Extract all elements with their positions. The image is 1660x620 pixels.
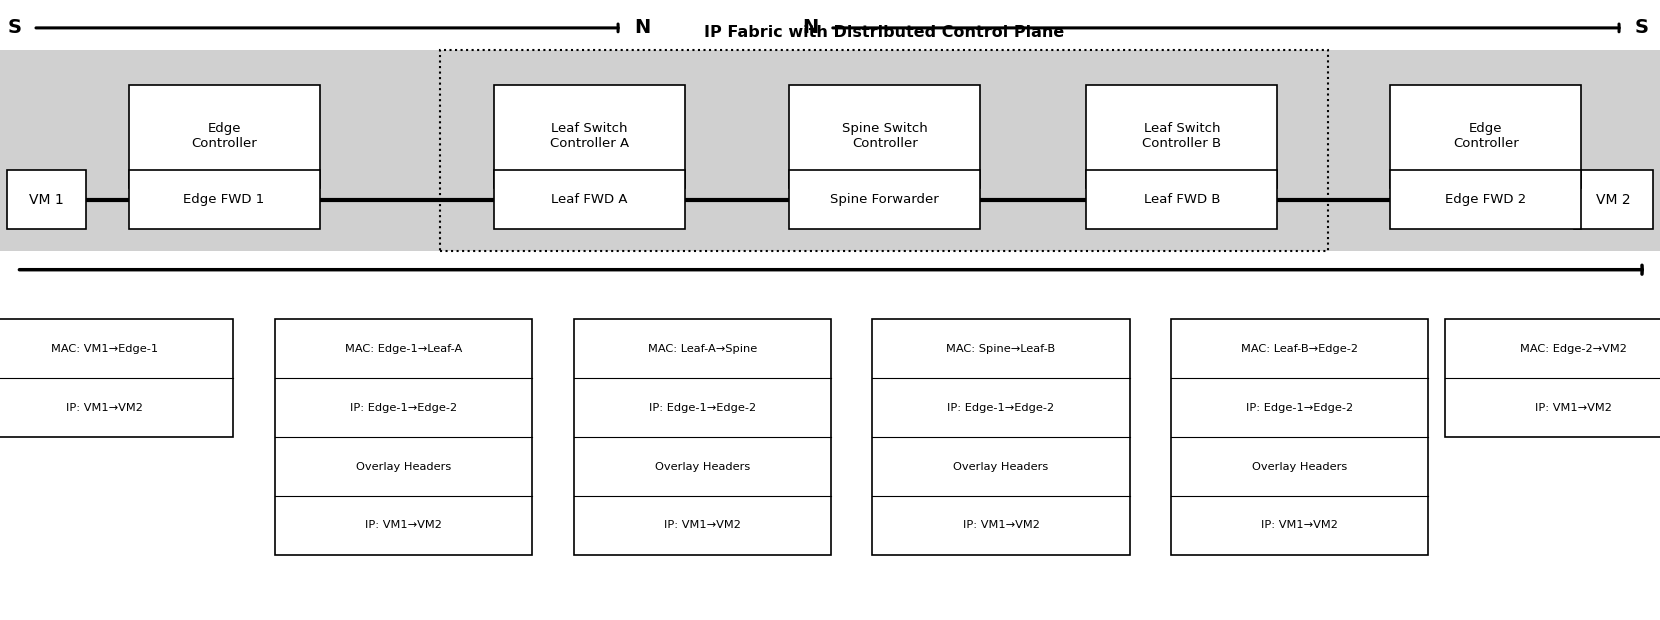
Text: S: S: [1635, 19, 1648, 37]
FancyBboxPatch shape: [7, 170, 86, 229]
FancyBboxPatch shape: [1391, 85, 1582, 187]
Text: VM 1: VM 1: [30, 193, 63, 206]
Text: Edge
Controller: Edge Controller: [1452, 122, 1519, 151]
Text: MAC: VM1→Edge-1: MAC: VM1→Edge-1: [51, 343, 158, 354]
Text: Edge
Controller: Edge Controller: [191, 122, 257, 151]
Text: MAC: Edge-2→VM2: MAC: Edge-2→VM2: [1521, 343, 1627, 354]
Text: IP Fabric with Distributed Control Plane: IP Fabric with Distributed Control Plane: [704, 25, 1064, 40]
Text: IP: Edge-1→Edge-2: IP: Edge-1→Edge-2: [350, 402, 457, 413]
Text: Overlay Headers: Overlay Headers: [654, 461, 750, 472]
FancyBboxPatch shape: [495, 170, 686, 229]
Text: IP: Edge-1→Edge-2: IP: Edge-1→Edge-2: [1247, 402, 1353, 413]
Text: S: S: [8, 19, 22, 37]
Text: Spine Switch
Controller: Spine Switch Controller: [842, 122, 928, 151]
FancyBboxPatch shape: [1574, 170, 1653, 229]
Text: MAC: Spine→Leaf-B: MAC: Spine→Leaf-B: [946, 343, 1056, 354]
FancyBboxPatch shape: [1391, 170, 1582, 229]
Text: IP: VM1→VM2: IP: VM1→VM2: [365, 520, 442, 531]
Text: Leaf Switch
Controller A: Leaf Switch Controller A: [549, 122, 629, 151]
Text: IP: VM1→VM2: IP: VM1→VM2: [66, 402, 143, 413]
Text: IP: Edge-1→Edge-2: IP: Edge-1→Edge-2: [649, 402, 755, 413]
Text: MAC: Leaf-B→Edge-2: MAC: Leaf-B→Edge-2: [1242, 343, 1358, 354]
Text: N: N: [634, 19, 651, 37]
Bar: [0, 50, 1660, 251]
FancyBboxPatch shape: [1086, 170, 1278, 229]
Text: MAC: Edge-1→Leaf-A: MAC: Edge-1→Leaf-A: [345, 343, 461, 354]
Text: Leaf FWD B: Leaf FWD B: [1144, 193, 1220, 206]
Bar: [1172, 319, 1428, 555]
Text: MAC: Leaf-A→Spine: MAC: Leaf-A→Spine: [647, 343, 757, 354]
Text: N: N: [802, 19, 818, 37]
Text: IP: VM1→VM2: IP: VM1→VM2: [1262, 520, 1338, 531]
Text: IP: Edge-1→Edge-2: IP: Edge-1→Edge-2: [948, 402, 1054, 413]
FancyBboxPatch shape: [129, 170, 320, 229]
Text: Leaf Switch
Controller B: Leaf Switch Controller B: [1142, 122, 1222, 151]
FancyBboxPatch shape: [790, 170, 979, 229]
Text: IP: VM1→VM2: IP: VM1→VM2: [664, 520, 740, 531]
Text: VM 2: VM 2: [1597, 193, 1630, 206]
Text: IP: VM1→VM2: IP: VM1→VM2: [963, 520, 1039, 531]
Bar: [873, 319, 1129, 555]
Bar: [574, 319, 832, 555]
Bar: [0, 319, 234, 437]
Text: Spine Forwarder: Spine Forwarder: [830, 193, 940, 206]
FancyBboxPatch shape: [129, 85, 320, 187]
FancyBboxPatch shape: [790, 85, 979, 187]
Text: Edge FWD 2: Edge FWD 2: [1446, 193, 1526, 206]
Bar: [276, 319, 531, 555]
Text: Overlay Headers: Overlay Headers: [953, 461, 1049, 472]
Bar: [1444, 319, 1660, 437]
Text: Leaf FWD A: Leaf FWD A: [551, 193, 627, 206]
Text: Overlay Headers: Overlay Headers: [1252, 461, 1348, 472]
Text: Overlay Headers: Overlay Headers: [355, 461, 452, 472]
FancyBboxPatch shape: [1086, 85, 1278, 187]
FancyBboxPatch shape: [495, 85, 686, 187]
Text: Edge FWD 1: Edge FWD 1: [184, 193, 264, 206]
Text: IP: VM1→VM2: IP: VM1→VM2: [1536, 402, 1612, 413]
